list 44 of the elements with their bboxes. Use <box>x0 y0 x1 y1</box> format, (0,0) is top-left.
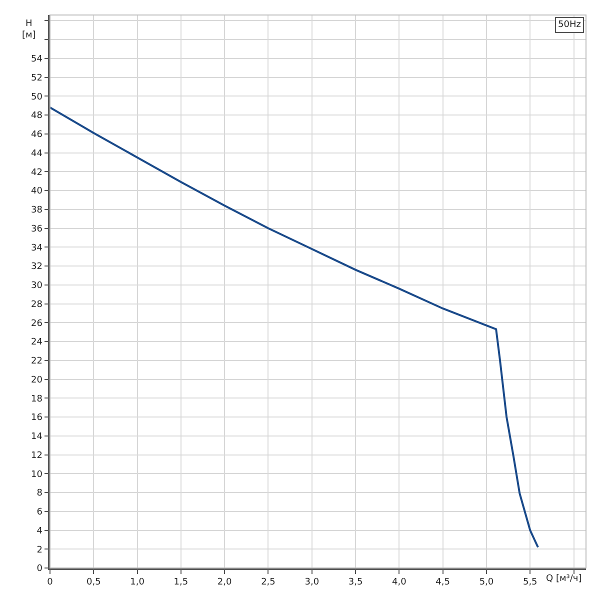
x-tick-label: 2,5 <box>261 578 276 588</box>
y-tick-label: 12 <box>30 450 42 461</box>
y-tick-label: 28 <box>30 300 43 310</box>
y-tick-label: 38 <box>30 206 43 216</box>
y-tick-label: 40 <box>30 186 43 197</box>
x-tick-label: 2,0 <box>217 578 232 588</box>
y-tick-label: 44 <box>30 148 43 159</box>
x-tick-label: 5,0 <box>479 578 494 588</box>
y-tick-label: 14 <box>30 432 43 442</box>
x-tick-label: 4,0 <box>392 578 407 588</box>
y-tick-label: 30 <box>30 281 43 292</box>
x-tick-label: 3,0 <box>304 578 320 588</box>
x-tick-label: 0 <box>47 578 54 588</box>
x-tick-label: 1,5 <box>174 578 188 588</box>
line-series <box>50 106 539 548</box>
x-tick-label: 3,5 <box>348 578 363 588</box>
y-tick-label: 22 <box>30 356 42 367</box>
y-tick-label: 26 <box>30 318 43 329</box>
y-tick-label: 16 <box>30 413 43 424</box>
y-tick-label: 18 <box>30 394 43 404</box>
annotation: 50Hz <box>558 20 582 30</box>
y-tick-label: 42 <box>30 168 42 178</box>
y-tick-label: 6 <box>36 508 43 518</box>
x-tick-label: 1,0 <box>130 578 145 588</box>
y-tick-label: 24 <box>30 338 43 348</box>
y-tick-label: 36 <box>30 224 43 234</box>
y-tick-label: 10 <box>30 470 43 480</box>
y-tick-label: 52 <box>30 73 42 84</box>
y-tick-label: 34 <box>30 243 43 254</box>
x-tick-label: 5,5 <box>522 578 538 588</box>
y-tick-label: 0 <box>36 564 43 574</box>
y-tick-label: 2 <box>36 545 42 556</box>
y-tick-label: 32 <box>30 262 42 272</box>
x-tick-label: 0,5 <box>86 578 101 588</box>
y-tick-label: 46 <box>30 130 43 140</box>
x-axis-title: Q [м³/ч] <box>546 574 582 584</box>
y-axis-title: H [м] <box>22 19 36 41</box>
y-tick-label: 4 <box>36 526 43 536</box>
y-tick-label: 50 <box>30 92 43 102</box>
y-tick-label: 20 <box>30 375 43 386</box>
y-tick-label: 54 <box>30 54 43 65</box>
x-tick-label: 4,5 <box>436 578 450 588</box>
y-tick-label: 8 <box>36 488 43 499</box>
y-tick-label: 48 <box>30 111 43 122</box>
